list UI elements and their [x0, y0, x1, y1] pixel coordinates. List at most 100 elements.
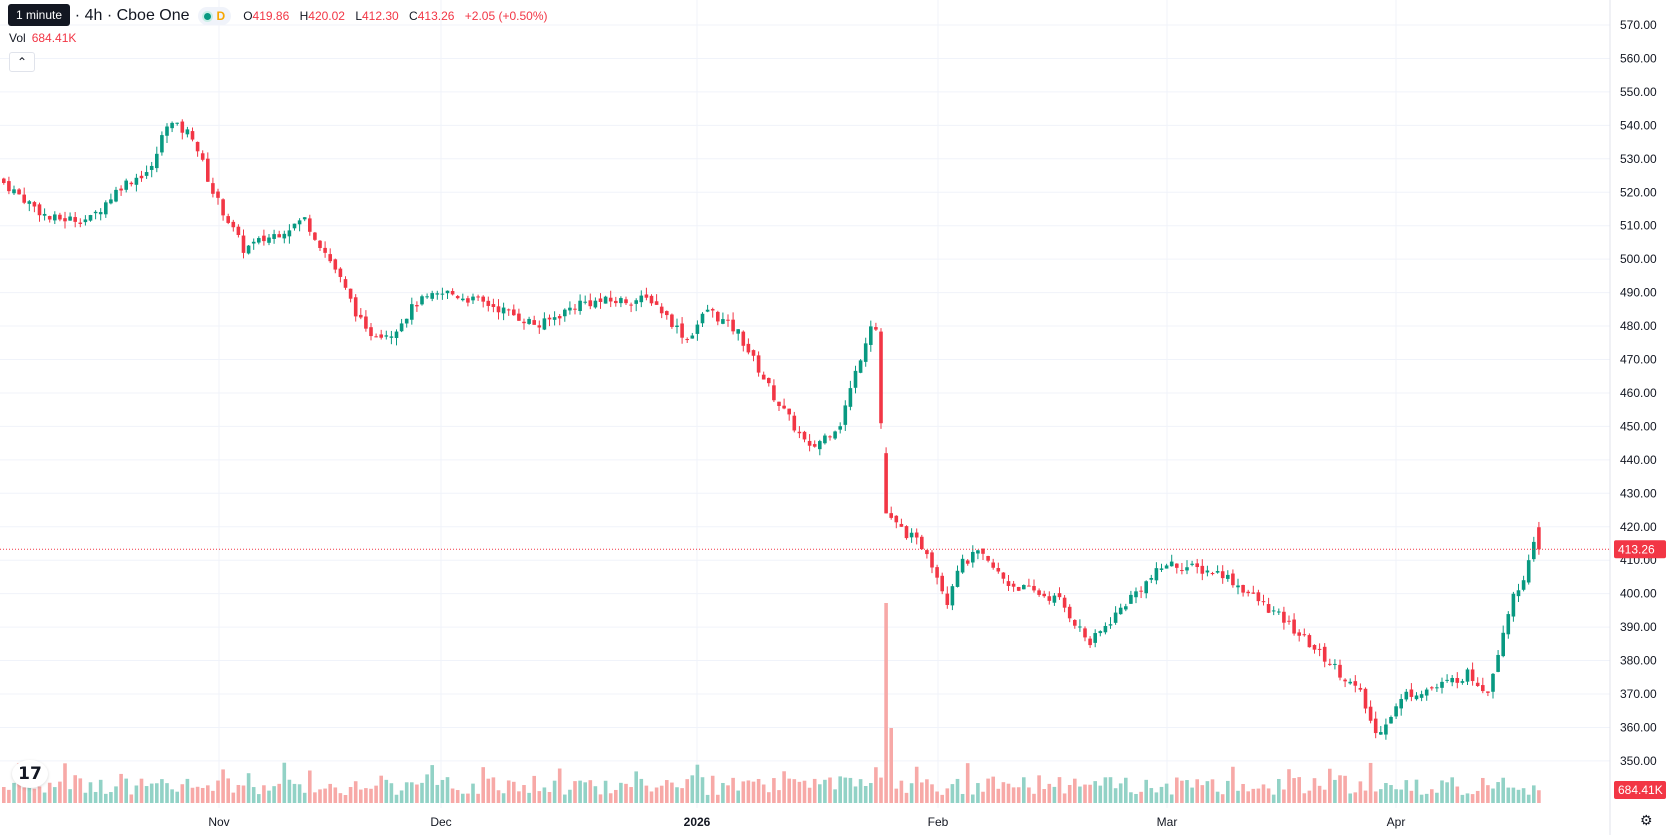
volume-bar: [1083, 784, 1087, 803]
candle-body: [1389, 717, 1393, 724]
volume-bar: [557, 768, 562, 803]
gear-icon[interactable]: ⚙: [1640, 812, 1653, 828]
volume-bar: [807, 787, 812, 803]
candle-body: [716, 311, 720, 322]
candle-body: [756, 355, 761, 373]
candle: [211, 177, 215, 198]
volume-bar: [1399, 789, 1403, 803]
candle: [1093, 629, 1097, 648]
candle-body: [1532, 541, 1536, 560]
candle-body: [1195, 563, 1199, 568]
volume-bar: [292, 783, 297, 803]
candle-body: [445, 290, 450, 294]
volume-bar: [889, 728, 893, 803]
svg-text:413.26: 413.26: [1618, 542, 1655, 556]
candle-body: [726, 319, 730, 321]
candle-body: [190, 131, 195, 140]
volume-bar: [741, 781, 746, 803]
candle-body: [517, 313, 521, 321]
collapse-legend-button[interactable]: ⌃: [9, 52, 35, 72]
candle: [277, 230, 281, 238]
volume-bar: [1297, 777, 1301, 803]
volume-bar: [695, 764, 700, 803]
volume-bar: [1470, 794, 1475, 803]
candle: [807, 434, 812, 452]
volume-bar: [287, 779, 292, 803]
volume-bar: [960, 793, 965, 803]
candle-body: [925, 550, 929, 555]
volume-bar: [787, 778, 791, 803]
candle: [512, 304, 516, 316]
tradingview-logo-icon[interactable]: 17: [12, 760, 48, 788]
candle-body: [685, 339, 689, 341]
time-axis[interactable]: Nov Dec 2026 Feb Mar Apr: [208, 815, 1405, 829]
volume-bar: [1394, 789, 1398, 803]
candle: [1348, 678, 1352, 685]
candle: [333, 258, 338, 274]
candle: [7, 176, 11, 195]
volume-bar: [1164, 783, 1169, 803]
candle-body: [241, 235, 246, 253]
candle-body: [1190, 563, 1194, 565]
volume-legend[interactable]: Vol 684.41K: [9, 31, 76, 45]
candle: [1373, 711, 1378, 739]
candle: [302, 217, 307, 222]
candle: [1455, 672, 1460, 689]
volume-bar: [47, 782, 52, 803]
candle-body: [899, 523, 904, 527]
candle-body: [195, 141, 200, 152]
volume-label: Vol: [9, 31, 26, 45]
price-axis[interactable]: 570.00 560.00 550.00 540.00 530.00 520.00 510.…: [1609, 0, 1657, 835]
price-tick-label: 360.00: [1620, 720, 1657, 734]
candle: [2, 177, 6, 185]
volume-bar: [58, 781, 62, 803]
volume-bar: [160, 779, 164, 803]
volume-bar: [869, 783, 873, 803]
volume-bar: [297, 784, 302, 803]
candle: [1256, 589, 1261, 606]
volume-bar: [746, 780, 751, 803]
market-status[interactable]: D: [197, 7, 232, 25]
candle: [1220, 565, 1225, 584]
candle-body: [466, 298, 470, 303]
interval-tooltip: 1 minute: [8, 4, 71, 26]
price-tick-label: 560.00: [1620, 51, 1657, 65]
volume-bar: [129, 794, 134, 803]
candle-body: [1445, 679, 1449, 681]
last-price-tag: 413.26: [1614, 540, 1666, 559]
candle-body: [619, 298, 623, 304]
candle: [216, 188, 220, 205]
volume-bar: [262, 785, 266, 803]
candle-body: [909, 532, 914, 538]
volume-bar: [231, 792, 236, 803]
candle-body: [557, 316, 562, 319]
change-value: +2.05 (+0.50%): [464, 9, 548, 23]
candle: [1363, 687, 1368, 714]
candle-body: [649, 295, 654, 304]
price-tick-label: 460.00: [1620, 386, 1657, 400]
candle-body: [318, 240, 322, 248]
candle-body: [950, 586, 955, 606]
candle: [1338, 659, 1342, 681]
volume-bar: [818, 784, 822, 803]
volume-bar: [843, 777, 848, 803]
candle: [716, 310, 720, 326]
volume-bar: [32, 788, 37, 803]
volume-bar: [155, 783, 159, 803]
candle: [731, 312, 735, 335]
candle-body: [1419, 694, 1424, 698]
symbol-legend[interactable]: oft Corp. · 4h · Cboe One D O419.86 H420…: [9, 6, 555, 26]
candle-body: [1455, 678, 1460, 683]
candle: [1226, 570, 1230, 582]
volume-bar: [955, 778, 960, 803]
volume-bar: [1475, 790, 1480, 803]
candle: [955, 565, 960, 588]
candle-body: [1251, 592, 1256, 594]
volume-bar: [950, 784, 955, 803]
candle-body: [629, 304, 633, 306]
volume-bar: [445, 777, 450, 803]
volume-bar: [624, 783, 628, 803]
candle-body: [1057, 593, 1062, 598]
volume-bar: [899, 780, 904, 803]
